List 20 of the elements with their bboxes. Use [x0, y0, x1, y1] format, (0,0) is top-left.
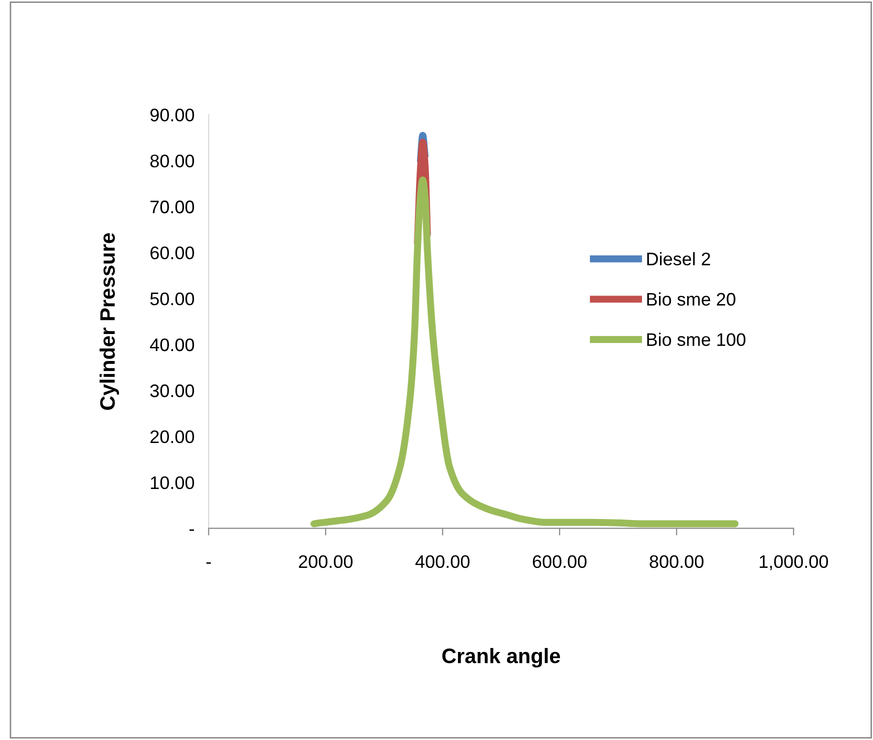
y-tick-label: 80.00 — [150, 154, 194, 168]
x-tick-label: 400.00 — [415, 555, 470, 568]
y-tick-label: 20.00 — [150, 430, 194, 444]
legend-label: Bio sme 20 — [647, 292, 736, 306]
y-tick-label: 50.00 — [150, 292, 194, 306]
y-tick-label: 40.00 — [150, 338, 194, 352]
y-tick-label: 60.00 — [150, 246, 194, 260]
y-tick-label: 90.00 — [150, 108, 194, 122]
y-tick-label: - — [190, 529, 194, 531]
x-tick-label: 800.00 — [650, 555, 704, 568]
x-tick-label: 1,000.00 — [760, 555, 828, 570]
y-axis-title: Cylinder Pressure — [100, 233, 120, 410]
y-tick-label: 10.00 — [150, 476, 194, 490]
y-tick-label: 70.00 — [150, 200, 194, 214]
x-tick-label: 200.00 — [298, 555, 353, 568]
legend-label: Bio sme 100 — [647, 332, 746, 346]
legend-label: Diesel 2 — [647, 252, 710, 266]
x-tick-label: 600.00 — [532, 555, 586, 568]
y-tick-label: 30.00 — [150, 384, 194, 398]
x-axis-title: Crank angle — [442, 648, 560, 668]
